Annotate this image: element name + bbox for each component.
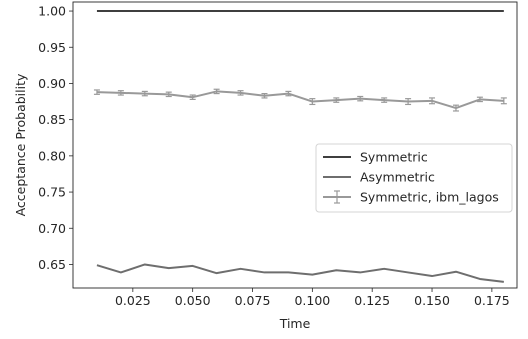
- y-axis-label: Acceptance Probability: [13, 73, 28, 216]
- series-line: [96, 263, 504, 283]
- x-tick-label: 0.025: [115, 293, 151, 308]
- error-bar: [357, 95, 364, 102]
- y-axis: 0.65 0.70 0.75 0.80 0.85 0.90 0.95 1.00: [38, 4, 73, 272]
- y-tick-label: 1.00: [38, 4, 66, 19]
- y-tick-label: 0.90: [38, 76, 66, 91]
- y-tick-label: 0.80: [38, 148, 66, 163]
- error-bar: [500, 97, 507, 105]
- error-bar: [381, 97, 388, 103]
- series-asymmetric: [96, 263, 504, 283]
- x-tick-label: 0.125: [354, 293, 390, 308]
- error-bar: [165, 91, 172, 98]
- x-tick-label: 0.075: [235, 293, 271, 308]
- legend-label: Symmetric: [360, 150, 428, 165]
- error-bar: [117, 90, 124, 96]
- plot-area: [72, 1, 518, 289]
- y-tick-label: 0.85: [38, 112, 66, 127]
- error-bar: [213, 88, 220, 95]
- legend-label: Asymmetric: [360, 170, 435, 185]
- y-tick-label: 0.75: [38, 185, 66, 200]
- error-bar: [93, 89, 100, 95]
- x-tick-label: 0.175: [474, 293, 510, 308]
- legend-item: Asymmetric: [323, 170, 435, 185]
- legend-item: Symmetric, ibm_lagos: [323, 190, 499, 205]
- x-axis: 0.025 0.050 0.075 0.100 0.125 0.150 0.175: [115, 288, 510, 308]
- error-bar: [333, 97, 340, 103]
- error-bar: [452, 104, 459, 112]
- error-bar: [261, 92, 268, 99]
- error-bar: [237, 90, 244, 96]
- y-tick-label: 0.70: [38, 221, 66, 236]
- error-bar: [476, 96, 483, 103]
- error-bar: [141, 90, 148, 97]
- x-axis-label: Time: [279, 316, 311, 331]
- axes-frame: [72, 1, 518, 289]
- error-bar: [285, 90, 292, 97]
- series-line: [96, 90, 504, 110]
- legend: Symmetric Asymmetric Symmetric, ibm_lagos: [315, 143, 513, 213]
- series-layer: [93, 10, 507, 283]
- y-tick-label: 0.95: [38, 40, 66, 55]
- legend-label: Symmetric, ibm_lagos: [360, 190, 499, 205]
- x-tick-label: 0.050: [175, 293, 211, 308]
- y-tick-label: 0.65: [38, 257, 66, 272]
- series-symmetric-ibm-lagos: [93, 88, 507, 112]
- x-tick-label: 0.150: [414, 293, 450, 308]
- legend-item: Symmetric: [323, 150, 428, 165]
- error-bar: [309, 98, 316, 106]
- x-tick-label: 0.100: [294, 293, 330, 308]
- error-bar: [405, 98, 412, 106]
- error-bar: [429, 97, 436, 105]
- legend-frame: [315, 143, 513, 213]
- error-bar: [189, 94, 196, 100]
